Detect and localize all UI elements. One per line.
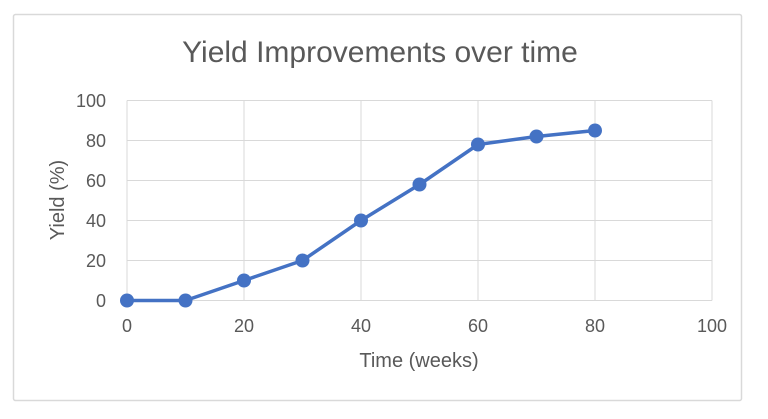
data-point-marker[interactable] — [120, 293, 134, 308]
y-tick-label: 100 — [76, 91, 106, 111]
y-tick-label: 0 — [96, 291, 106, 311]
y-tick-label: 20 — [86, 251, 106, 271]
data-point-marker[interactable] — [295, 253, 310, 268]
chart-title: Yield Improvements over time — [182, 36, 578, 69]
x-tick-label: 0 — [122, 316, 132, 336]
data-point-marker[interactable] — [354, 213, 368, 228]
y-tick-label: 80 — [86, 131, 106, 151]
chart-frame — [12, 13, 743, 402]
data-point-marker[interactable] — [178, 293, 193, 308]
y-tick-label: 40 — [86, 211, 106, 231]
data-point-marker[interactable] — [237, 273, 251, 288]
x-tick-labels: 0 20 40 60 80 100 — [122, 316, 727, 336]
data-point-marker[interactable] — [471, 137, 485, 152]
x-tick-label: 80 — [585, 316, 605, 336]
data-point-marker[interactable] — [529, 129, 544, 144]
data-point-marker[interactable] — [412, 177, 427, 192]
x-axis-title: Time (weeks) — [359, 350, 478, 372]
x-tick-label: 60 — [468, 316, 488, 336]
data-point-marker[interactable] — [588, 123, 602, 138]
y-axis-title: Yield (%) — [47, 160, 69, 240]
x-tick-label: 20 — [234, 316, 254, 336]
series-group — [120, 123, 602, 308]
x-tick-label: 100 — [697, 316, 727, 336]
y-tick-label: 60 — [86, 171, 106, 191]
x-tick-label: 40 — [351, 316, 371, 336]
y-tick-labels: 0 20 40 60 80 100 — [76, 91, 106, 311]
